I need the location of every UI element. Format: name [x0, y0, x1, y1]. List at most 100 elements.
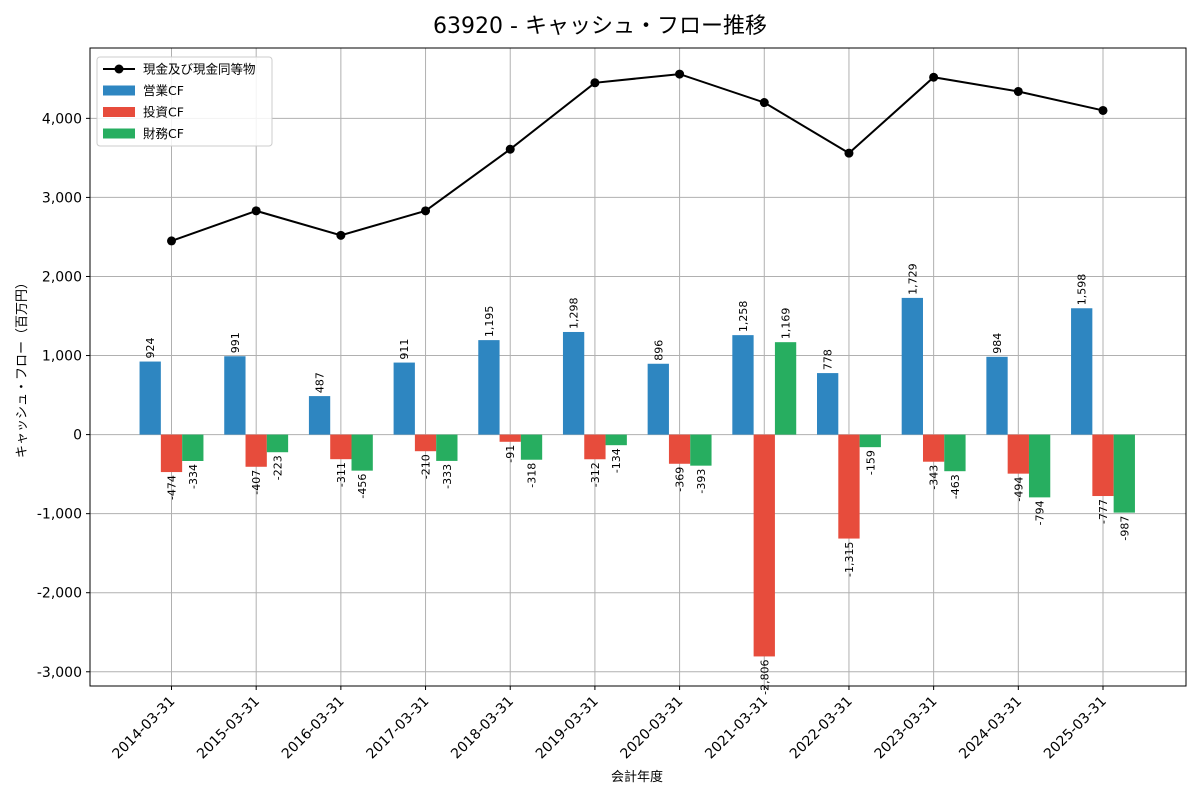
x-tick-label: 2018-03-31	[448, 694, 517, 763]
cash-point	[929, 72, 939, 82]
bar-投資CF	[838, 434, 860, 539]
bar-value-label: -210	[420, 454, 433, 479]
x-tick-label: 2020-03-31	[618, 694, 687, 763]
bar-投資CF	[668, 434, 691, 464]
legend-label: 現金及び現金同等物	[143, 62, 256, 77]
bar-value-label: 1,298	[568, 297, 581, 329]
bar-value-label: -312	[589, 462, 602, 487]
bar-value-label: -134	[610, 448, 623, 473]
bar-営業CF	[139, 361, 161, 435]
x-tick-label: 2021-03-31	[702, 694, 771, 763]
bar-value-label: 1,598	[1076, 274, 1089, 306]
bar-財務CF	[605, 434, 627, 446]
bar-投資CF	[584, 434, 606, 460]
x-tick-label: 2014-03-31	[109, 694, 178, 763]
bar-財務CF	[520, 434, 543, 460]
bar-財務CF	[859, 434, 881, 448]
chart-title: 63920 - キャッシュ・フロー推移	[433, 14, 767, 39]
bar-value-label: -343	[928, 465, 941, 490]
bar-投資CF	[1007, 434, 1029, 474]
bar-投資CF	[1092, 434, 1114, 497]
bar-value-label: -159	[864, 450, 877, 475]
legend-label: 投資CF	[143, 105, 184, 120]
y-tick-label: 1,000	[42, 349, 82, 365]
legend-swatch-marker	[114, 64, 124, 74]
bar-財務CF	[351, 434, 373, 471]
bar-value-label: 924	[144, 338, 157, 359]
bar-投資CF	[753, 434, 775, 657]
x-axis-label: 会計年度	[611, 769, 663, 785]
y-tick-label: -1,000	[37, 507, 82, 523]
bar-value-label: -318	[526, 463, 539, 488]
cash-point	[505, 144, 515, 154]
bar-投資CF	[414, 434, 437, 452]
bar-value-label: -369	[674, 467, 687, 492]
bar-財務CF	[1113, 434, 1135, 513]
legend-swatch-bar	[103, 85, 135, 96]
cash-point	[167, 236, 176, 246]
x-tick-label: 2025-03-31	[1041, 694, 1110, 763]
bar-value-label: -1,315	[843, 542, 856, 577]
cash-point	[1013, 86, 1023, 96]
y-tick-label: 2,000	[42, 269, 82, 285]
bar-value-label: 1,169	[780, 308, 793, 340]
legend-box	[96, 56, 273, 147]
bar-財務CF	[774, 342, 797, 435]
bar-営業CF	[986, 356, 1008, 435]
bar-財務CF	[944, 434, 966, 472]
bar-value-label: 778	[822, 349, 835, 370]
bar-投資CF	[330, 434, 352, 460]
bar-value-label: -393	[695, 469, 708, 494]
cash-point	[675, 69, 685, 79]
bar-財務CF	[266, 434, 289, 453]
bar-財務CF	[182, 434, 204, 462]
bar-value-label: -777	[1097, 499, 1110, 524]
y-tick-label: -3,000	[37, 665, 82, 681]
y-tick-label: 3,000	[42, 190, 82, 206]
bar-value-label: -474	[166, 475, 179, 500]
y-axis-label: キャッシュ・フロー（百万円）	[15, 276, 30, 458]
bar-営業CF	[478, 340, 500, 435]
bar-財務CF	[1028, 434, 1051, 498]
x-tick-label: 2023-03-31	[872, 694, 941, 763]
cash-point	[336, 230, 346, 240]
bar-営業CF	[224, 356, 246, 435]
bar-投資CF	[245, 434, 267, 467]
bar-value-label: -494	[1012, 477, 1025, 502]
legend-swatch-bar	[103, 107, 135, 117]
bar-value-label: -987	[1118, 516, 1131, 541]
bar-value-label: 1,258	[737, 301, 750, 333]
cash-point	[251, 206, 261, 216]
x-tick-label: 2016-03-31	[279, 694, 348, 763]
label-layer: 924 991 487 911 1,195 1,298 896 1,258 778 1,729 98…	[144, 263, 1131, 694]
bar-営業CF	[817, 373, 839, 435]
bar-value-label: 1,729	[906, 263, 919, 295]
bar-投資CF	[160, 434, 183, 473]
plot-frame	[89, 47, 1187, 687]
bar-value-label: -91	[504, 445, 517, 463]
grid-layer	[90, 48, 1186, 686]
bar-value-label: 984	[991, 333, 1004, 354]
bar-営業CF	[1071, 308, 1093, 435]
y-tick-label: 4,000	[42, 111, 82, 127]
bar-value-label: -456	[356, 474, 369, 499]
bar-投資CF	[922, 434, 945, 462]
y-tick-label: 0	[73, 428, 82, 444]
bar-投資CF	[499, 434, 521, 442]
y-tick-label: -2,000	[37, 586, 82, 602]
cash-point	[1098, 105, 1108, 115]
bar-営業CF	[308, 396, 331, 435]
bar-value-label: 487	[314, 372, 327, 393]
bar-value-label: -333	[441, 464, 454, 489]
x-tick-label: 2024-03-31	[956, 694, 1025, 763]
cash-point	[421, 206, 431, 216]
bar-value-label: -407	[250, 470, 263, 495]
bar-value-label: 896	[652, 340, 665, 361]
bar-営業CF	[901, 297, 923, 435]
bar-営業CF	[647, 363, 669, 435]
bar-value-label: -223	[271, 455, 284, 480]
legend-label: 財務CF	[143, 126, 184, 141]
bar-営業CF	[562, 331, 585, 435]
